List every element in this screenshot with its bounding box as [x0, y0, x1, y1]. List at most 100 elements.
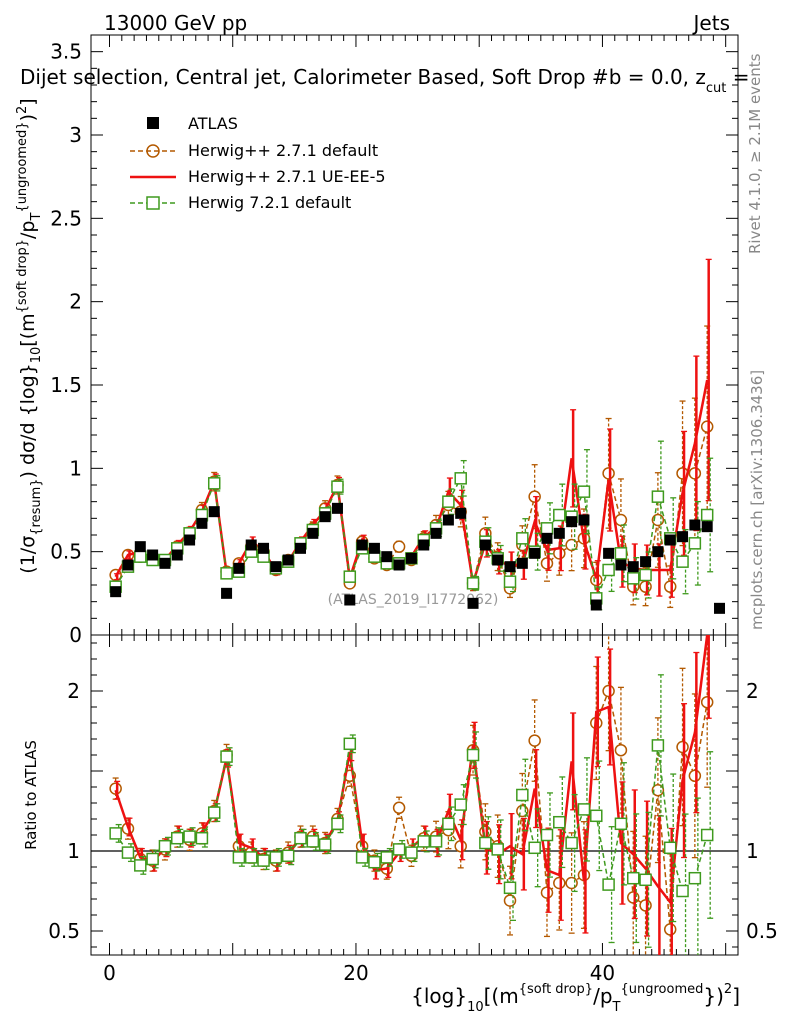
- y-tick-label: 3: [69, 123, 82, 147]
- data-point: [343, 737, 357, 751]
- data-point-atlas: [541, 532, 553, 544]
- data-point-atlas: [196, 517, 208, 529]
- data-point: [676, 884, 689, 898]
- ratio-y-tick-label-right: 1: [746, 839, 759, 863]
- data-point: [109, 827, 122, 840]
- data-point: [700, 508, 714, 522]
- legend-marker-hw721: [146, 196, 160, 210]
- data-point-atlas: [492, 554, 504, 566]
- data-point: [639, 580, 652, 593]
- legend-label-hw271: Herwig++ 2.7.1 default: [188, 141, 378, 160]
- data-point: [503, 894, 517, 907]
- legend-label-hw721: Herwig 7.2.1 default: [188, 193, 351, 212]
- data-point: [158, 839, 172, 853]
- data-point: [528, 734, 541, 747]
- data-point-atlas: [627, 561, 639, 573]
- data-point: [688, 467, 702, 480]
- data-point-atlas: [147, 549, 159, 561]
- data-point: [540, 828, 554, 842]
- data-point: [318, 838, 332, 851]
- data-point: [503, 881, 517, 895]
- data-point: [442, 817, 455, 831]
- data-point: [590, 809, 603, 823]
- data-point-atlas: [578, 514, 590, 526]
- data-point: [232, 851, 246, 864]
- data-point: [454, 472, 467, 485]
- ratio-ylabel: Ratio to ATLAS: [22, 740, 40, 850]
- data-point: [343, 570, 357, 583]
- data-point-atlas: [467, 597, 479, 609]
- data-point-atlas: [479, 539, 491, 551]
- data-point: [688, 769, 702, 783]
- data-point-atlas: [677, 531, 689, 543]
- data-point-atlas: [344, 594, 356, 606]
- data-point: [602, 563, 615, 577]
- data-point: [442, 495, 455, 508]
- data-point: [355, 851, 369, 864]
- chart-title-sub: cut: [706, 81, 726, 96]
- chart-title: Dijet selection, Central jet, Calorimete…: [20, 65, 750, 96]
- data-point-atlas: [295, 542, 307, 554]
- data-point: [577, 803, 591, 816]
- data-point: [516, 788, 529, 802]
- data-point: [676, 740, 689, 754]
- chart-title-main: Dijet selection, Central jet, Calorimete…: [20, 65, 706, 89]
- data-point: [516, 804, 529, 818]
- legend-marker-atlas: [147, 117, 159, 129]
- y-tick-label: 3.5: [50, 40, 82, 64]
- side-label-rivet: Rivet 4.1.0, ≥ 2.1M events: [746, 53, 764, 254]
- header-right: Jets: [692, 11, 730, 35]
- chart-title-tail: =: [726, 65, 749, 89]
- data-point: [676, 555, 689, 568]
- data-point-atlas: [455, 507, 467, 519]
- data-point: [688, 871, 702, 885]
- data-point: [700, 420, 714, 433]
- data-point-atlas: [504, 561, 516, 573]
- data-point: [368, 855, 381, 869]
- data-point-atlas: [529, 547, 541, 559]
- data-point: [663, 580, 677, 593]
- data-point-atlas: [159, 557, 171, 569]
- data-point-atlas: [134, 541, 146, 553]
- legend-label-ueee5: Herwig++ 2.7.1 UE-EE-5: [188, 167, 386, 186]
- data-point: [491, 843, 504, 856]
- x-axis-label: {log}10[(m{soft drop}/pT{ungroomed})2]: [411, 982, 740, 1015]
- data-point: [663, 841, 677, 855]
- data-point: [244, 851, 258, 864]
- data-point: [380, 851, 394, 864]
- data-point: [454, 798, 467, 811]
- data-point-atlas: [516, 557, 528, 569]
- data-point-atlas: [442, 514, 454, 526]
- data-point: [614, 817, 628, 831]
- data-point: [134, 550, 147, 563]
- ratio-plot-border: [90, 634, 739, 956]
- ratio-plot-frame: 0 20 40 0.5 0.5 1 1 2 2: [48, 634, 778, 985]
- y-tick-label: 0.5: [50, 540, 82, 564]
- y-tick-label: 0: [69, 623, 82, 647]
- data-point: [626, 572, 640, 585]
- data-point: [220, 750, 233, 763]
- data-point-atlas: [418, 539, 430, 551]
- data-point: [540, 557, 554, 570]
- data-point: [294, 831, 307, 845]
- data-point: [466, 748, 480, 762]
- data-point: [528, 841, 541, 855]
- data-point: [553, 815, 566, 829]
- data-point: [134, 859, 147, 872]
- data-point: [220, 567, 233, 580]
- data-point: [651, 490, 665, 503]
- data-point-atlas: [405, 552, 417, 564]
- x-tick-label: 40: [590, 961, 615, 985]
- data-point: [663, 923, 677, 936]
- data-point-atlas: [553, 527, 565, 539]
- data-point: [639, 568, 652, 582]
- y-tick-label: 1: [69, 456, 82, 480]
- data-point-atlas: [393, 559, 405, 571]
- data-point: [207, 477, 221, 490]
- data-point: [257, 854, 270, 867]
- data-point-atlas: [221, 587, 233, 599]
- data-point: [540, 522, 554, 535]
- data-point-atlas: [368, 542, 380, 554]
- data-point: [146, 852, 159, 866]
